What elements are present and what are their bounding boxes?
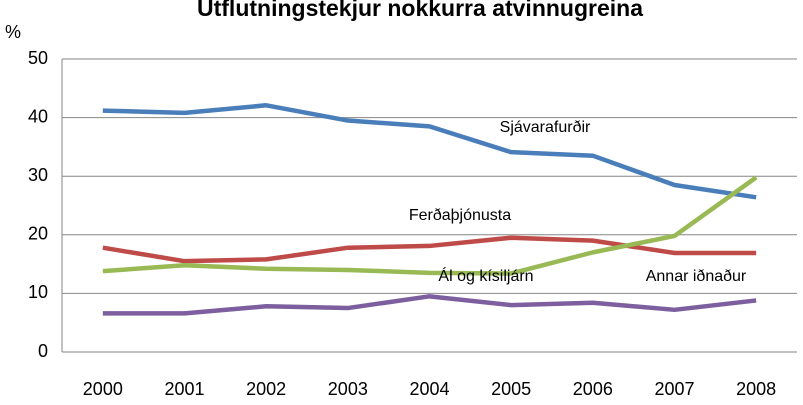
series-line: [102, 294, 757, 316]
x-tick-label: 2000: [83, 379, 123, 399]
series-line: [102, 235, 757, 264]
x-tick-label: 2006: [573, 379, 613, 399]
x-tick-label: 2004: [409, 379, 449, 399]
y-tick-label: 10: [28, 282, 48, 302]
series-label: Annar iðnaður: [646, 268, 747, 285]
x-tick-label: 2003: [328, 379, 368, 399]
series-label: Ferðaþjónusta: [409, 207, 511, 224]
series-label: Sjávarafurðir: [500, 119, 591, 136]
x-tick-label: 2007: [654, 379, 694, 399]
series-label: Ál og kísiljárn: [438, 266, 533, 285]
y-tick-label: 20: [28, 224, 48, 244]
x-tick-label: 2001: [164, 379, 204, 399]
chart-title: Útflutningstekjur nokkurra atvinnugreina: [197, 0, 643, 21]
series-line: [102, 175, 758, 276]
y-tick-label: 50: [28, 48, 48, 68]
y-axis-label: %: [5, 22, 21, 42]
x-tick-label: 2005: [491, 379, 531, 399]
y-tick-label: 40: [28, 106, 48, 126]
y-tick-label: 30: [28, 165, 48, 185]
y-tick-label: 0: [38, 341, 48, 361]
x-tick-label: 2002: [246, 379, 286, 399]
x-tick-label: 2008: [736, 379, 776, 399]
series-line: [102, 103, 757, 200]
